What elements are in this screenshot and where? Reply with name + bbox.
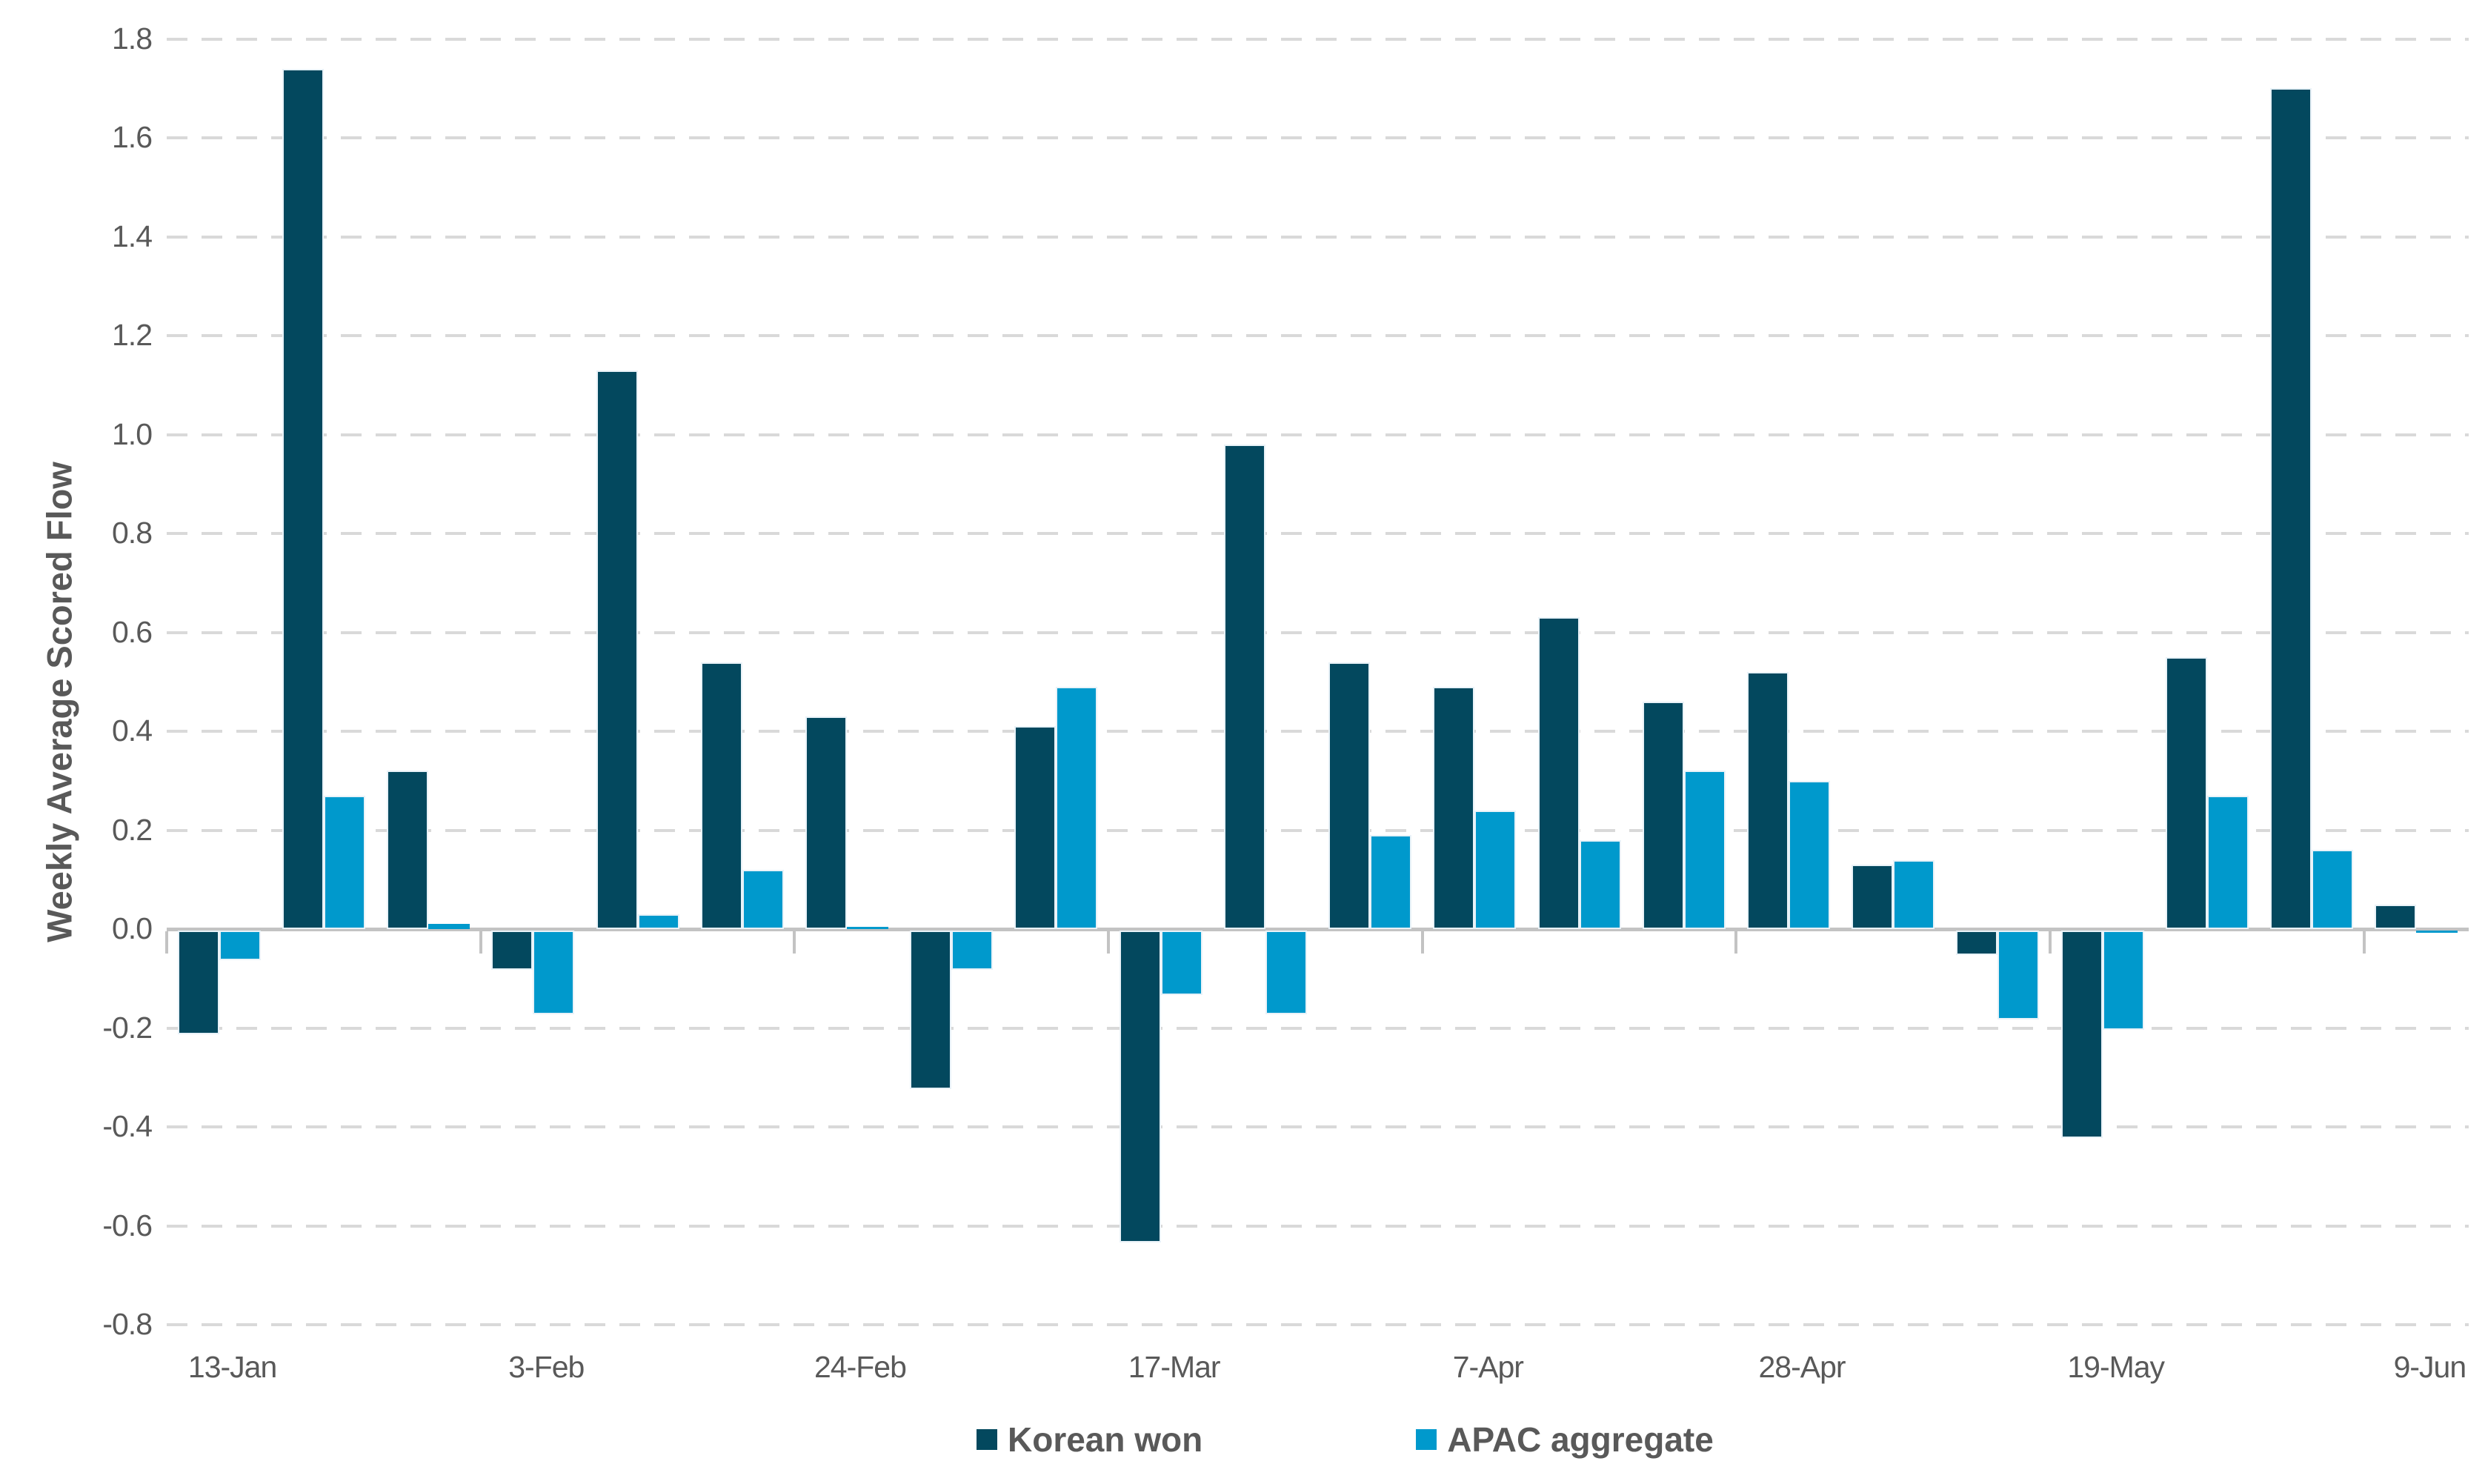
x-axis-tick	[2362, 931, 2366, 954]
bar-korean-won-19-May	[2060, 931, 2103, 1139]
bar-apac-aggregate-24-Feb	[846, 926, 888, 929]
x-axis-tick	[793, 931, 796, 954]
gridline-1.6	[167, 136, 2469, 139]
bar-apac-aggregate-17-Feb	[742, 869, 784, 929]
bar-korean-won-20-Jan	[282, 68, 324, 929]
legend-label-korean-won: Korean won	[1008, 1420, 1203, 1459]
y-axis-tick-label: -0.2	[102, 1010, 153, 1045]
legend-swatch-apac-aggregate	[1416, 1429, 1437, 1450]
gridline-1.4	[167, 235, 2469, 239]
x-axis-label-24-Feb: 24-Feb	[814, 1350, 907, 1384]
bar-korean-won-10-Feb	[596, 370, 638, 929]
bar-korean-won-5-May	[1852, 865, 1894, 929]
bar-korean-won-26-May	[2165, 656, 2207, 929]
x-axis-tick	[1734, 931, 1738, 954]
bar-korean-won-14-Apr	[1537, 617, 1580, 929]
bar-korean-won-3-Mar	[910, 931, 952, 1089]
x-axis-label-3-Feb: 3-Feb	[508, 1350, 585, 1384]
bar-apac-aggregate-24-Mar	[1265, 931, 1307, 1015]
y-axis-tick-label: 1.6	[112, 120, 153, 154]
bar-korean-won-7-Apr	[1433, 686, 1475, 929]
x-axis-label-7-Apr: 7-Apr	[1452, 1350, 1524, 1384]
legend: Korean won APAC aggregate	[977, 1414, 1714, 1465]
bar-apac-aggregate-19-May	[2102, 931, 2144, 1030]
bar-korean-won-24-Mar	[1223, 444, 1265, 929]
x-axis-label-17-Mar: 17-Mar	[1128, 1350, 1221, 1384]
gridline-1.2	[167, 334, 2469, 337]
gridline--0.2	[167, 1026, 2469, 1030]
bar-korean-won-24-Feb	[805, 716, 847, 929]
y-axis-tick-label: 1.4	[112, 219, 153, 253]
bar-apac-aggregate-28-Apr	[1789, 780, 1831, 929]
bar-apac-aggregate-17-Mar	[1160, 931, 1202, 995]
bar-korean-won-21-Apr	[1642, 701, 1684, 929]
bar-korean-won-31-Mar	[1328, 662, 1371, 929]
y-axis-tick-label: 1.2	[112, 318, 153, 352]
bar-apac-aggregate-3-Feb	[533, 931, 575, 1015]
bar-apac-aggregate-10-Feb	[637, 914, 679, 929]
bar-korean-won-17-Feb	[700, 662, 742, 929]
x-axis-label-9-Jun: 9-Jun	[2393, 1350, 2467, 1384]
bar-apac-aggregate-5-May	[1893, 859, 1935, 929]
x-axis-tick	[1107, 931, 1111, 954]
x-axis-label-13-Jan: 13-Jan	[187, 1350, 277, 1384]
y-axis-tick-label: -0.8	[102, 1307, 153, 1341]
gridline--0.4	[167, 1125, 2469, 1128]
y-axis-tick-label: 0.4	[112, 713, 153, 748]
y-axis-tick-label: 0.2	[112, 812, 153, 847]
bar-apac-aggregate-3-Mar	[951, 931, 994, 971]
bar-apac-aggregate-14-Apr	[1579, 839, 1621, 929]
x-axis-line	[167, 928, 2469, 931]
y-axis-tick-label: -0.4	[102, 1109, 153, 1143]
bar-korean-won-17-Mar	[1119, 931, 1161, 1242]
bar-korean-won-12-May	[1956, 931, 1998, 956]
gridline--0.6	[167, 1224, 2469, 1228]
bar-korean-won-3-Feb	[491, 931, 533, 971]
legend-item-apac-aggregate: APAC aggregate	[1416, 1420, 1714, 1460]
y-axis-tick-label: 1.8	[112, 21, 153, 56]
x-axis-tick	[2049, 931, 2052, 954]
bar-apac-aggregate-12-May	[1997, 931, 2040, 1020]
gridline-0.6	[167, 630, 2469, 634]
y-axis-tick-label: 0.8	[112, 516, 153, 550]
bar-apac-aggregate-21-Apr	[1683, 771, 1726, 929]
bar-korean-won-28-Apr	[1747, 671, 1789, 929]
bar-apac-aggregate-27-Jan	[428, 924, 470, 929]
bar-korean-won-13-Jan	[177, 931, 219, 1035]
gridline-1.8	[167, 37, 2469, 41]
x-axis-label-19-May: 19-May	[2067, 1350, 2165, 1384]
bar-apac-aggregate-7-Apr	[1474, 810, 1517, 929]
legend-item-korean-won: Korean won	[977, 1420, 1202, 1460]
bar-apac-aggregate-2-Jun	[2312, 850, 2354, 929]
gridline-0.2	[167, 828, 2469, 832]
bar-korean-won-2-Jun	[2270, 88, 2312, 929]
x-axis-tick	[165, 931, 168, 954]
gridline-1.0	[167, 433, 2469, 436]
y-axis-tick-label: -0.6	[102, 1208, 153, 1242]
x-axis-label-28-Apr: 28-Apr	[1758, 1350, 1846, 1384]
legend-label-apac-aggregate: APAC aggregate	[1447, 1420, 1714, 1459]
legend-swatch-korean-won	[977, 1429, 997, 1450]
y-axis-tick-label: 0.6	[112, 614, 153, 649]
y-axis-tick-label: 0.0	[112, 911, 153, 945]
bar-apac-aggregate-9-Jun	[2416, 931, 2458, 934]
bar-apac-aggregate-10-Mar	[1056, 686, 1098, 929]
bar-apac-aggregate-13-Jan	[219, 931, 261, 961]
gridline-0.4	[167, 730, 2469, 733]
bar-apac-aggregate-26-May	[2206, 795, 2249, 929]
bar-apac-aggregate-31-Mar	[1370, 835, 1412, 929]
gridline-0.8	[167, 532, 2469, 535]
bar-korean-won-9-Jun	[2375, 904, 2417, 929]
y-axis-tick-label: 1.0	[112, 416, 153, 451]
bar-korean-won-27-Jan	[387, 771, 429, 929]
bar-apac-aggregate-20-Jan	[323, 795, 365, 929]
x-axis-tick	[1420, 931, 1424, 954]
gridline--0.8	[167, 1323, 2469, 1326]
bar-korean-won-10-Mar	[1014, 726, 1057, 929]
x-axis-tick	[479, 931, 482, 954]
